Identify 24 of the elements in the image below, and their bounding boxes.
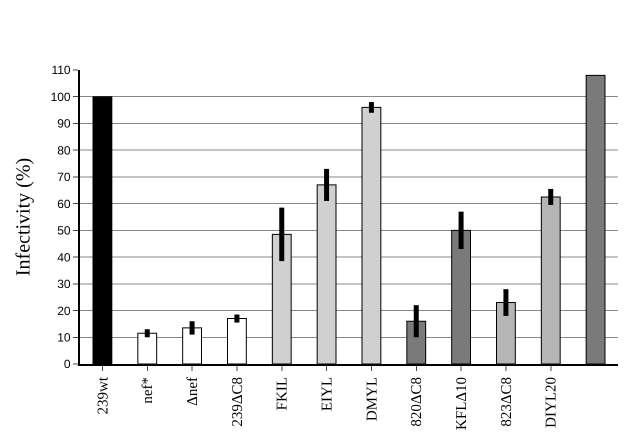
y-tick-label: 30 (57, 277, 71, 292)
x-tick-label: EIYL (319, 377, 336, 412)
x-tick-label: KFLΔ10 (454, 377, 470, 430)
x-tick-label: 820ΔC8 (409, 377, 426, 427)
y-tick-label: 0 (64, 357, 71, 372)
y-tick-label: 80 (57, 143, 71, 158)
x-tick-label: DMYL (364, 377, 380, 422)
x-tick-label: 823ΔC8 (498, 377, 515, 427)
y-tick-label: 50 (57, 224, 71, 238)
y-tick-label: 100 (50, 90, 71, 104)
x-tick-label: 239ΔC8 (230, 377, 246, 427)
y-tick-label: 110 (51, 63, 71, 78)
y-tick-label: 70 (57, 170, 71, 184)
x-tick-label: FKIL (274, 377, 291, 410)
x-tick-label: DIYL20 (544, 377, 560, 428)
y-tick-label: 20 (57, 304, 71, 318)
y-tick-label: 40 (57, 250, 71, 264)
x-tick-label: nef* (140, 377, 156, 404)
x-tick-label: 239wt (95, 376, 112, 414)
y-tick-label: 60 (57, 196, 71, 211)
x-tick-label: Δnef (184, 377, 201, 406)
y-axis-title: Infectivity (%) (12, 158, 35, 276)
y-tick-label: 10 (57, 330, 71, 344)
y-tick-label: 90 (57, 116, 71, 131)
